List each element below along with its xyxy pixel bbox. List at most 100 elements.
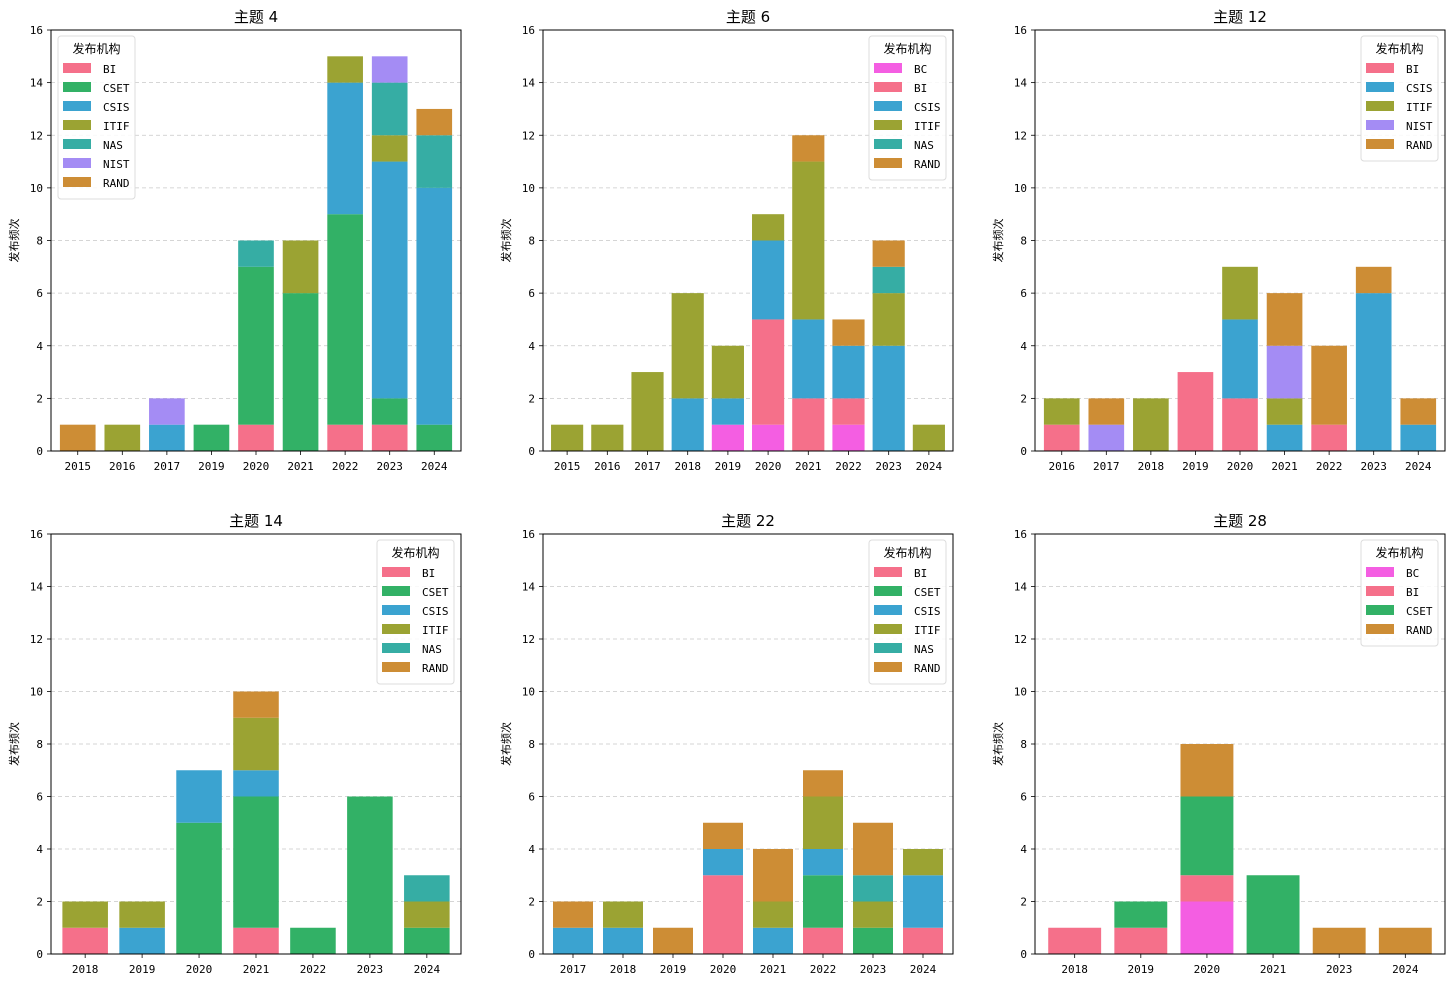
legend-label-rand: RAND bbox=[1406, 139, 1433, 152]
legend-label-itif: ITIF bbox=[914, 624, 941, 637]
bar-segment-bc-2022 bbox=[832, 424, 865, 451]
bar-segment-itif-2019 bbox=[711, 345, 744, 399]
y-tick-label: 0 bbox=[1020, 948, 1027, 961]
bar-segment-rand-2022 bbox=[832, 319, 865, 346]
bar-segment-bi-2020 bbox=[752, 319, 785, 425]
x-tick-label: 2020 bbox=[243, 460, 270, 473]
bar-segment-bi-2019 bbox=[1177, 372, 1214, 451]
legend-swatch-itif bbox=[63, 120, 91, 130]
x-tick-label: 2019 bbox=[1128, 963, 1155, 976]
x-tick-label: 2024 bbox=[1392, 963, 1419, 976]
legend-label-cset: CSET bbox=[1406, 605, 1433, 618]
bar-segment-nist-2023 bbox=[371, 56, 408, 83]
axes-frame bbox=[1034, 533, 1446, 955]
bar-segment-rand-2022 bbox=[1311, 345, 1347, 425]
x-tick-label: 2017 bbox=[154, 460, 181, 473]
axes-frame bbox=[50, 29, 462, 452]
subplot-title: 主题 22 bbox=[721, 512, 775, 530]
bar-segment-bi-2020 bbox=[1222, 398, 1258, 451]
y-tick-label: 4 bbox=[36, 340, 43, 353]
bar-segment-rand-2024 bbox=[1400, 398, 1437, 425]
x-tick-label: 2021 bbox=[795, 460, 822, 473]
y-tick-label: 8 bbox=[36, 738, 43, 751]
legend: 发布机构 BI CSET CSIS ITIF NAS RAND bbox=[868, 539, 947, 685]
x-tick-label: 2017 bbox=[1093, 460, 1120, 473]
legend-label-csis: CSIS bbox=[422, 605, 449, 618]
bar-segment-nist-2021 bbox=[1266, 345, 1303, 399]
bar-segment-cset-2021 bbox=[233, 796, 279, 928]
legend-swatch-bi bbox=[63, 63, 91, 73]
legend-swatch-bi bbox=[874, 567, 902, 577]
y-tick-label: 4 bbox=[1020, 843, 1027, 856]
bar-segment-itif-2024 bbox=[903, 849, 943, 876]
x-tick-label: 2021 bbox=[243, 963, 270, 976]
subplot-5: 2017 2018 2019 2020 2021 2022 2023 2024 0 2 4 6 8 10 1… bbox=[499, 512, 954, 976]
x-tick-label: 2022 bbox=[835, 460, 862, 473]
x-tick-label: 2023 bbox=[1360, 460, 1387, 473]
subplot-title: 主题 4 bbox=[234, 8, 278, 26]
legend-swatch-cset bbox=[1366, 605, 1394, 615]
legend-swatch-cset bbox=[382, 586, 410, 596]
bar-segment-itif-2016 bbox=[591, 424, 624, 451]
legend-swatch-rand bbox=[874, 662, 902, 672]
bar-segment-rand-2021 bbox=[233, 691, 279, 718]
bar-segment-itif-2021 bbox=[792, 161, 825, 320]
y-axis-label: 发布频次 bbox=[499, 219, 513, 263]
bar-segment-cset-2024 bbox=[416, 424, 453, 451]
bar-segment-csis-2020 bbox=[703, 849, 743, 876]
bar-segment-csis-2017 bbox=[553, 927, 593, 954]
bar-segment-itif-2021 bbox=[233, 717, 279, 771]
bar-segment-itif-2017 bbox=[631, 372, 664, 451]
subplot-title: 主题 28 bbox=[1213, 512, 1267, 530]
legend: 发布机构 BC BI CSIS ITIF NAS RAND bbox=[868, 35, 947, 181]
bar-segment-itif-2016 bbox=[104, 424, 141, 451]
x-tick-label: 2021 bbox=[1271, 460, 1298, 473]
bar-segment-cset-2022 bbox=[327, 214, 363, 425]
y-tick-label: 14 bbox=[30, 581, 44, 594]
y-tick-label: 12 bbox=[1014, 129, 1027, 142]
legend-box bbox=[57, 35, 136, 200]
bar-segment-cset-2021 bbox=[282, 293, 319, 451]
bar-segment-bi-2022 bbox=[1311, 424, 1347, 451]
y-axis-label: 发布频次 bbox=[991, 219, 1005, 263]
bar-segment-rand-2020 bbox=[703, 822, 743, 849]
legend-swatch-csis bbox=[874, 605, 902, 615]
bar-segment-csis-2023 bbox=[1355, 293, 1392, 451]
legend-swatch-csis bbox=[874, 101, 902, 111]
y-tick-label: 16 bbox=[30, 528, 43, 541]
bar-segment-cset-2023 bbox=[853, 927, 893, 954]
x-tick-label: 2020 bbox=[186, 963, 213, 976]
bar-segment-nas-2020 bbox=[238, 240, 274, 267]
x-tick-label: 2017 bbox=[560, 963, 587, 976]
legend-label-nist: NIST bbox=[103, 158, 130, 171]
x-tick-label: 2016 bbox=[594, 460, 621, 473]
bar-segment-csis-2017 bbox=[149, 424, 185, 451]
legend-label-bi: BI bbox=[1406, 63, 1419, 76]
bar-segment-itif-2023 bbox=[872, 293, 905, 346]
y-tick-label: 10 bbox=[522, 686, 535, 699]
y-tick-label: 4 bbox=[36, 843, 43, 856]
bar-segment-nist-2017 bbox=[149, 398, 185, 425]
y-tick-label: 10 bbox=[522, 182, 535, 195]
legend-swatch-nas bbox=[382, 643, 410, 653]
x-tick-label: 2015 bbox=[64, 460, 91, 473]
x-tick-label: 2024 bbox=[421, 460, 448, 473]
bar-segment-itif-2016 bbox=[1043, 398, 1080, 425]
y-tick-label: 2 bbox=[528, 896, 535, 909]
legend-label-csis: CSIS bbox=[914, 101, 941, 114]
legend-label-rand: RAND bbox=[422, 662, 449, 675]
legend-swatch-itif bbox=[1366, 101, 1394, 111]
legend: 发布机构 BI CSET CSIS ITIF NAS RAND bbox=[376, 539, 455, 685]
bar-segment-nas-2023 bbox=[872, 266, 905, 294]
legend-title: 发布机构 bbox=[72, 41, 120, 56]
bar-segment-itif-2023 bbox=[371, 135, 408, 162]
bar-segment-csis-2019 bbox=[119, 927, 165, 954]
bar-segment-rand-2023 bbox=[1355, 266, 1392, 294]
legend-title: 发布机构 bbox=[391, 545, 439, 560]
bar-segment-rand-2021 bbox=[753, 849, 793, 902]
bar-segment-itif-2024 bbox=[404, 901, 450, 928]
legend-swatch-itif bbox=[874, 624, 902, 634]
legend-swatch-csis bbox=[382, 605, 410, 615]
x-tick-label: 2022 bbox=[332, 460, 359, 473]
legend-title: 发布机构 bbox=[883, 545, 931, 560]
